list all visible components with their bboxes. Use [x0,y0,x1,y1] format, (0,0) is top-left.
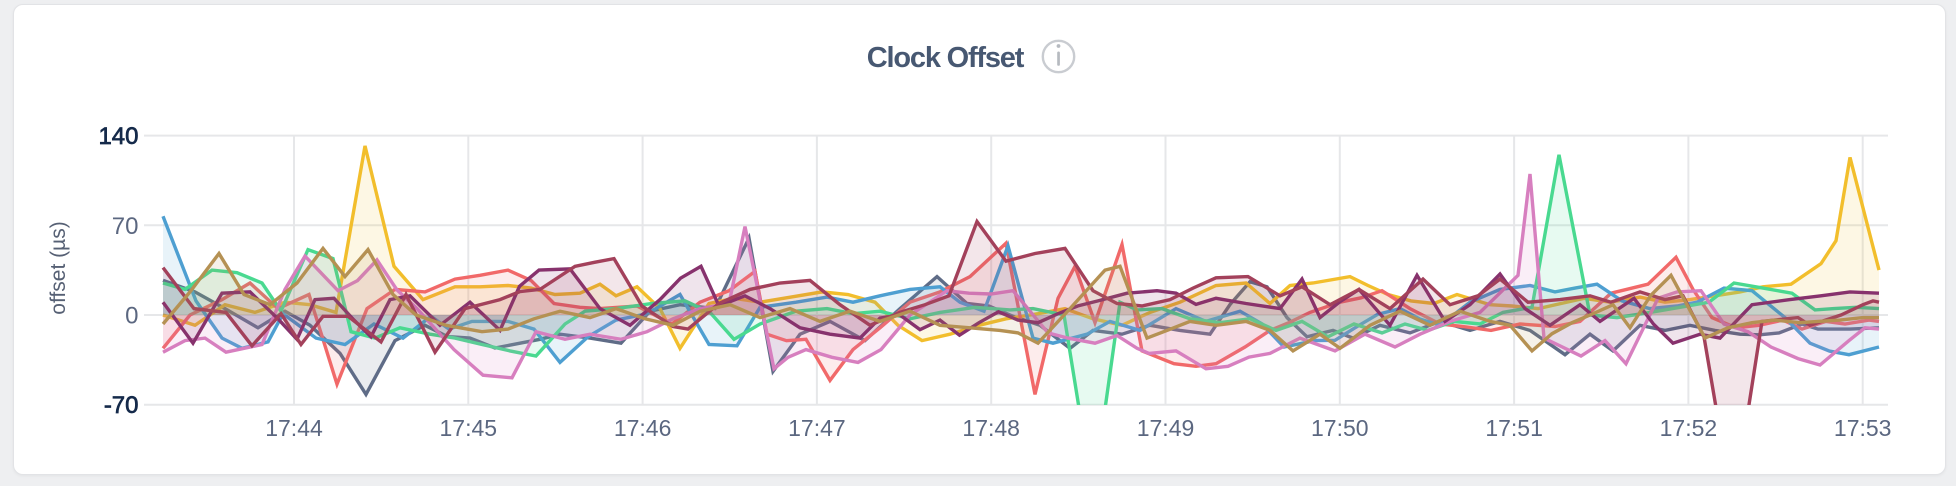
svg-text:17:51: 17:51 [1485,415,1543,441]
svg-text:17:46: 17:46 [614,415,672,441]
svg-text:0: 0 [125,303,138,330]
svg-text:17:49: 17:49 [1137,415,1195,441]
svg-text:17:45: 17:45 [440,415,498,441]
svg-text:17:44: 17:44 [265,415,323,441]
svg-text:17:50: 17:50 [1311,415,1369,441]
svg-text:17:52: 17:52 [1660,415,1718,441]
svg-text:17:47: 17:47 [788,415,846,441]
svg-text:-70: -70 [104,392,139,419]
svg-text:140: 140 [98,123,138,150]
svg-text:offset (µs): offset (µs) [47,221,70,314]
svg-text:17:48: 17:48 [962,415,1020,441]
svg-text:17:53: 17:53 [1834,415,1892,441]
svg-text:70: 70 [112,213,139,240]
svg-text:Clock Offset: Clock Offset [867,42,1025,74]
